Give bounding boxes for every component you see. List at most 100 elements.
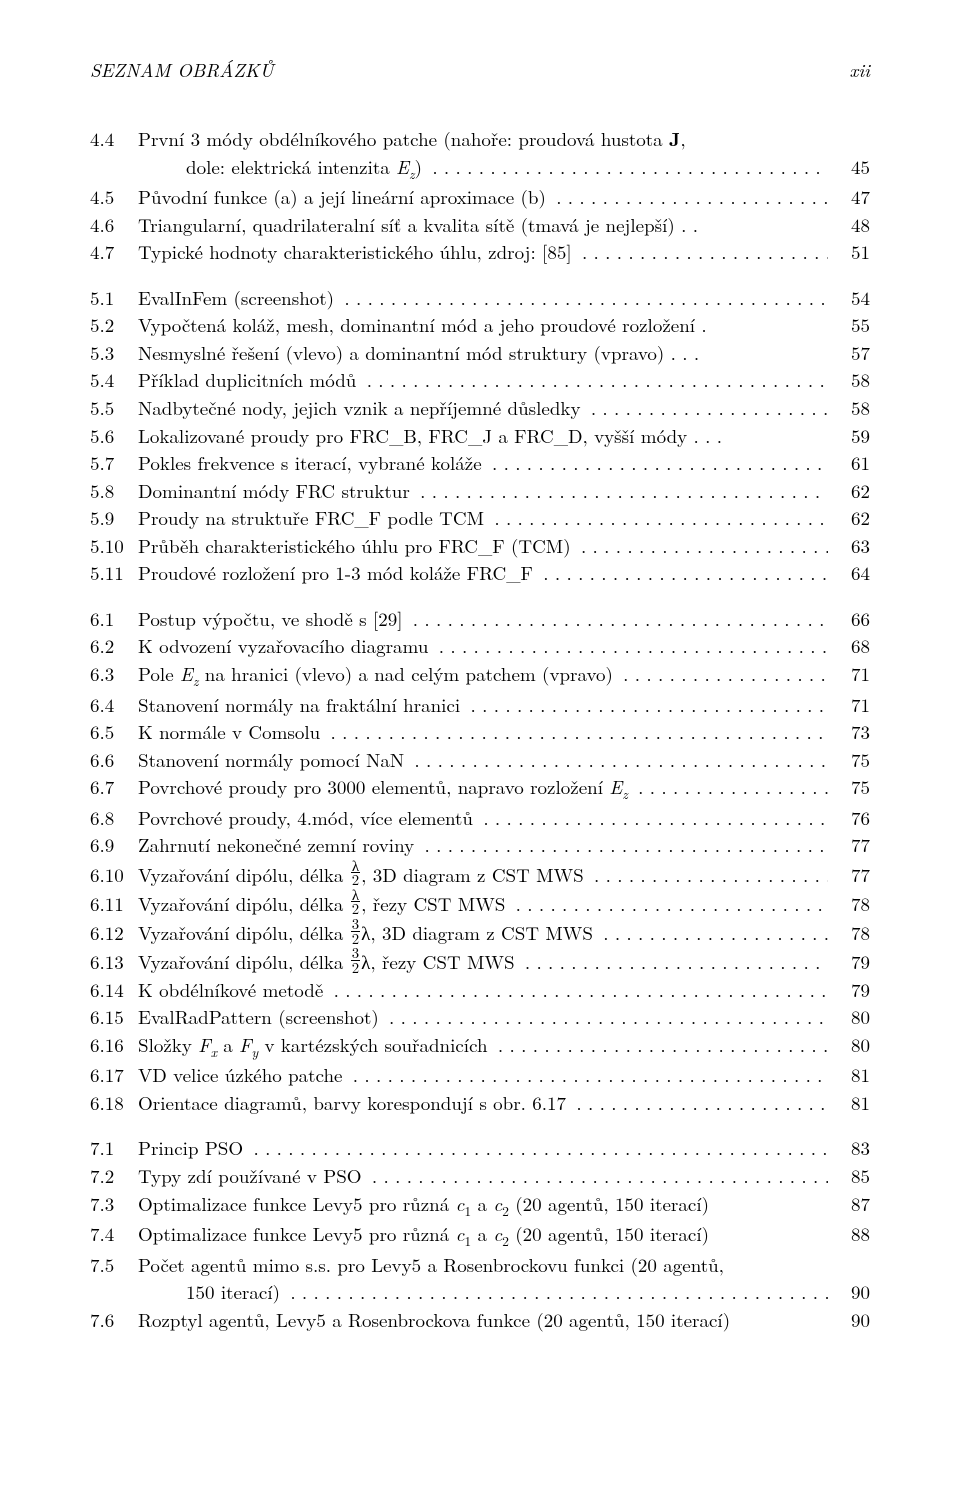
lof-entry: 5.11Proudové rozložení pro 1-3 mód koláž… [90,559,870,587]
lof-entry: dole: elektrická intenzita Ez)45 [90,153,870,184]
lof-entry: 6.15EvalRadPattern (screenshot)80 [90,1003,870,1031]
entry-page: 81 [828,1061,870,1089]
lof-entry: 150 iterací)90 [90,1278,870,1306]
entry-text: K normále v Comsolu [138,718,828,746]
lof-entry: 5.4Příklad duplicitních módů58 [90,366,870,394]
entry-page: 48 [828,211,870,239]
entry-number: 4.7 [90,238,138,266]
entry-page: 77 [828,861,870,889]
lof-entry: 6.10Vyzařování dipólu, délka λ2, 3D diag… [90,859,870,888]
entry-number: 6.3 [90,660,138,688]
lof-entry: 5.1EvalInFem (screenshot)54 [90,284,870,312]
entry-text: Povrchové proudy pro 3000 elementů, napr… [138,773,828,804]
entry-number: 6.13 [90,948,138,976]
entry-page: 76 [828,804,870,832]
entry-number: 6.4 [90,691,138,719]
entry-page: 87 [828,1190,870,1218]
entry-text: Dominantní módy FRC struktur [138,477,828,505]
entry-text: Proudy na struktuře FRC_F podle TCM [138,504,828,532]
entry-number: 6.16 [90,1031,138,1059]
lof-entry: 6.9Zahrnutí nekonečné zemní roviny77 [90,831,870,859]
lof-entry: 5.3Nesmyslné řešení (vlevo) a dominantní… [90,339,870,367]
entry-number: 7.5 [90,1251,138,1279]
entry-page: 85 [828,1162,870,1190]
entry-text: Lokalizované proudy pro FRC_B, FRC_J a F… [138,422,828,450]
entry-text: Vyzařování dipólu, délka λ2, 3D diagram … [138,859,828,888]
entry-page: 61 [828,449,870,477]
entry-text: Povrchové proudy, 4.mód, více elementů [138,804,828,832]
entry-number: 7.6 [90,1306,138,1334]
entry-page: 51 [828,238,870,266]
entry-page: 73 [828,718,870,746]
entry-page: 59 [828,422,870,450]
lof-entry: 5.9Proudy na struktuře FRC_F podle TCM62 [90,504,870,532]
lof-entry: 6.17VD velice úzkého patche81 [90,1061,870,1089]
lof-entry: 4.6Triangularní, quadrilateralní síť a k… [90,211,870,239]
entry-number: 7.3 [90,1190,138,1218]
lof-entry: 6.8Povrchové proudy, 4.mód, více element… [90,804,870,832]
entry-number: 6.7 [90,773,138,801]
entry-page: 55 [828,311,870,339]
page-header: SEZNAM OBRÁZKŮ xii [90,56,870,83]
lof-entry: 5.10Průběh charakteristického úhlu pro F… [90,532,870,560]
entry-number: 6.9 [90,831,138,859]
entry-number: 5.1 [90,284,138,312]
lof-entry: 6.14K obdélníkové metodě79 [90,976,870,1004]
entry-text: Princip PSO [138,1134,828,1162]
entry-text: Vypočtená koláž, mesh, dominantní mód a … [138,311,828,339]
entry-number: 6.17 [90,1061,138,1089]
lof-entry: 6.3Pole Ez na hranici (vlevo) a nad celý… [90,660,870,691]
entry-number: 6.6 [90,746,138,774]
list-of-figures: 4.4První 3 módy obdélníkového patche (na… [90,125,870,1333]
entry-text: Vyzařování dipólu, délka λ2, řezy CST MW… [138,888,828,917]
entry-page: 83 [828,1134,870,1162]
entry-text: Nadbytečné nody, jejich vznik a nepříjem… [138,394,828,422]
lof-entry: 4.7Typické hodnoty charakteristického úh… [90,238,870,266]
lof-entry: 7.4Optimalizace funkce Levy5 pro různá c… [90,1220,870,1251]
lof-entry: 5.8Dominantní módy FRC struktur62 [90,477,870,505]
entry-text: EvalInFem (screenshot) [138,284,828,312]
entry-page: 62 [828,504,870,532]
header-right: xii [850,56,870,83]
entry-text: Pole Ez na hranici (vlevo) a nad celým p… [138,660,828,691]
entry-number: 5.11 [90,559,138,587]
entry-page: 71 [828,691,870,719]
entry-text: Orientace diagramů, barvy korespondují s… [138,1089,828,1117]
lof-entry: 6.5K normále v Comsolu73 [90,718,870,746]
entry-number: 7.4 [90,1220,138,1248]
entry-page: 80 [828,1031,870,1059]
lof-entry: 6.11Vyzařování dipólu, délka λ2, řezy CS… [90,888,870,917]
entry-text: Stanovení normály pomocí NaN [138,746,828,774]
entry-text: Rozptyl agentů, Levy5 a Rosenbrockova fu… [138,1306,828,1334]
entry-text: Příklad duplicitních módů [138,366,828,394]
entry-text: Počet agentů mimo s.s. pro Levy5 a Rosen… [138,1251,828,1279]
entry-text: Složky Fx a Fy v kartézských souřadnicíc… [138,1031,828,1062]
lof-entry: 6.13Vyzařování dipólu, délka 32λ, řezy C… [90,946,870,975]
entry-number: 5.6 [90,422,138,450]
entry-text: Zahrnutí nekonečné zemní roviny [138,831,828,859]
entry-text: První 3 módy obdélníkového patche (nahoř… [138,125,828,153]
entry-page: 47 [828,183,870,211]
entry-number: 6.15 [90,1003,138,1031]
lof-entry: 7.6Rozptyl agentů, Levy5 a Rosenbrockova… [90,1306,870,1334]
entry-page: 58 [828,366,870,394]
lof-entry: 4.4První 3 módy obdélníkového patche (na… [90,125,870,153]
entry-text: K obdélníkové metodě [138,976,828,1004]
entry-page: 88 [828,1220,870,1248]
entry-text: 150 iterací) [138,1278,828,1306]
entry-text: Triangularní, quadrilateralní síť a kval… [138,211,828,239]
lof-entry: 6.12Vyzařování dipólu, délka 32λ, 3D dia… [90,917,870,946]
entry-text: Typy zdí používané v PSO [138,1162,828,1190]
entry-text: EvalRadPattern (screenshot) [138,1003,828,1031]
lof-entry: 6.6Stanovení normály pomocí NaN75 [90,746,870,774]
entry-text: Optimalizace funkce Levy5 pro různá c1 a… [138,1190,828,1221]
lof-entry: 7.1Princip PSO83 [90,1134,870,1162]
entry-number: 6.12 [90,919,138,947]
entry-number: 4.5 [90,183,138,211]
entry-page: 45 [828,153,870,181]
entry-number: 6.10 [90,861,138,889]
entry-page: 68 [828,632,870,660]
entry-number: 7.2 [90,1162,138,1190]
entry-page: 57 [828,339,870,367]
entry-text: Pokles frekvence s iterací, vybrané kolá… [138,449,828,477]
